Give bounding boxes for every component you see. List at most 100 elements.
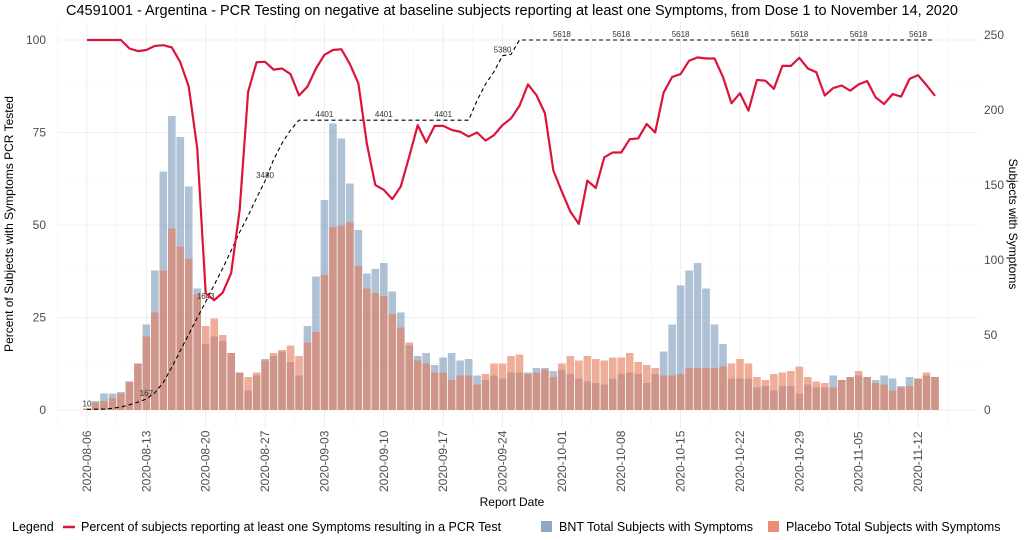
legend-item-bnt: BNT Total Subjects with Symptoms — [559, 520, 753, 534]
placebo-bar — [829, 387, 838, 410]
placebo-bar — [151, 312, 159, 410]
placebo-bar — [651, 368, 659, 410]
placebo-bar — [354, 266, 363, 410]
placebo-bar — [371, 293, 380, 410]
legend-title: Legend — [12, 520, 54, 534]
cumulative-label: 10 — [83, 399, 92, 408]
x-tick-label: 2020-08-13 — [139, 430, 153, 492]
placebo-bar — [235, 372, 244, 410]
placebo-bar — [396, 327, 405, 410]
cumulative-label: 5618 — [731, 30, 749, 39]
placebo-bar — [422, 363, 430, 410]
legend-item-percent: Percent of subjects reporting at least o… — [81, 520, 502, 534]
placebo-bar — [125, 381, 134, 410]
bnt-bar — [668, 324, 676, 410]
placebo-bar — [736, 359, 744, 410]
placebo-bars — [83, 222, 939, 410]
placebo-bar — [405, 342, 414, 410]
cumulative-label: 5618 — [612, 30, 630, 39]
placebo-bar — [439, 372, 447, 410]
placebo-bar — [498, 363, 507, 410]
placebo-bar — [583, 356, 592, 410]
placebo-bar — [168, 228, 176, 410]
x-tick-label: 2020-08-20 — [199, 430, 213, 492]
cumulative-label: 4401 — [316, 110, 334, 119]
legend-swatch-placebo — [768, 521, 779, 532]
x-tick-label: 2020-09-17 — [436, 430, 450, 492]
x-axis-label: Report Date — [480, 495, 545, 509]
placebo-bar — [617, 357, 626, 410]
cumulative-label: 3480 — [256, 171, 274, 180]
placebo-bar — [201, 326, 210, 410]
placebo-bar — [346, 222, 354, 410]
placebo-bar — [430, 372, 439, 410]
cumulative-label: 1643 — [197, 292, 215, 301]
bnt-bar — [676, 285, 685, 410]
bnt-bar — [693, 263, 702, 410]
placebo-bar — [481, 374, 490, 410]
placebo-bar — [108, 398, 117, 410]
placebo-bar — [269, 353, 278, 410]
x-tick-label: 2020-10-01 — [555, 430, 569, 492]
placebo-bar — [837, 380, 846, 410]
cumulative-label: 4401 — [375, 110, 393, 119]
placebo-bar — [931, 377, 939, 410]
x-tick-label: 2020-09-03 — [317, 430, 331, 492]
placebo-bar — [888, 390, 897, 410]
placebo-bar — [668, 375, 676, 410]
y-tick-label: 100 — [26, 33, 46, 47]
placebo-bar — [642, 365, 651, 410]
placebo-bar — [566, 356, 575, 410]
placebo-bar — [312, 332, 320, 410]
x-tick-label: 2020-10-15 — [674, 430, 688, 492]
placebo-bar — [541, 369, 549, 410]
y-right-tick-label: 150 — [984, 178, 1004, 192]
placebo-bar — [380, 296, 388, 410]
cumulative-label: 5380 — [494, 46, 512, 55]
placebo-bar — [820, 383, 829, 410]
legend: Legend Percent of subjects reporting at … — [12, 520, 1000, 534]
placebo-bar — [753, 377, 761, 410]
cumulative-label: 5618 — [553, 30, 571, 39]
placebo-bar — [608, 357, 617, 410]
placebo-bar — [278, 350, 286, 410]
placebo-bar — [770, 374, 778, 410]
y-axis-label: Percent of Subjects with Symptoms PCR Te… — [2, 96, 16, 352]
placebo-bar — [244, 377, 252, 410]
y-axis-right-label: Subjects with Symptoms — [1006, 159, 1020, 290]
placebo-bar — [702, 368, 710, 410]
placebo-bar — [854, 371, 863, 410]
placebo-bar — [871, 383, 880, 410]
placebo-bar — [252, 372, 261, 410]
placebo-bar — [549, 377, 558, 410]
placebo-bar — [117, 393, 125, 410]
placebo-bar — [134, 363, 142, 410]
placebo-bar — [685, 368, 693, 410]
x-tick-label: 2020-09-10 — [377, 430, 391, 492]
chart-title: C4591001 - Argentina - PCR Testing on ne… — [66, 3, 958, 19]
placebo-bar — [413, 360, 422, 410]
y-right-tick-label: 100 — [984, 253, 1004, 267]
placebo-bar — [880, 384, 888, 410]
bnt-bar — [710, 324, 719, 410]
placebo-bar — [329, 227, 337, 410]
placebo-bar — [787, 371, 795, 410]
cumulative-label: 5618 — [850, 30, 868, 39]
x-tick-label: 2020-08-06 — [80, 430, 94, 492]
placebo-bar — [922, 372, 931, 410]
placebo-bar — [634, 362, 642, 410]
placebo-bar — [897, 387, 905, 410]
placebo-bar — [659, 375, 668, 410]
placebo-bar — [795, 366, 804, 410]
placebo-bar — [558, 363, 566, 410]
cumulative-label: 5618 — [672, 30, 690, 39]
placebo-bar — [176, 246, 185, 410]
placebo-bar — [100, 401, 108, 410]
placebo-bar — [761, 380, 770, 410]
legend-swatch-bnt — [541, 521, 552, 532]
placebo-bar — [218, 335, 227, 410]
placebo-bar — [337, 225, 346, 410]
y-tick-label: 25 — [33, 311, 47, 325]
cumulative-line — [86, 39, 935, 410]
